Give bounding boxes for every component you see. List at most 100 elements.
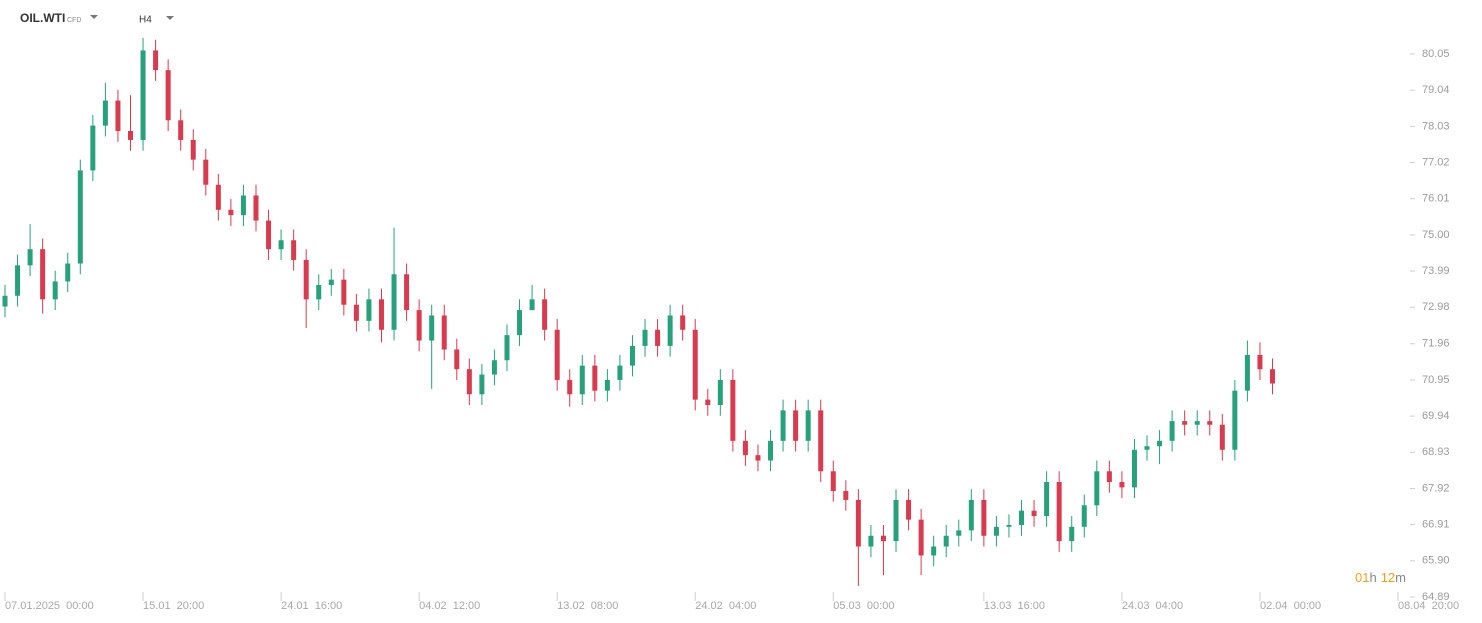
candle-body xyxy=(805,410,811,441)
y-tick-label: 80.05 xyxy=(1422,48,1450,60)
candle-body xyxy=(1219,424,1225,450)
candle-body xyxy=(190,139,196,160)
y-tick-label: 72.98 xyxy=(1422,301,1450,313)
candle-body xyxy=(153,50,159,71)
candle-body xyxy=(642,329,648,346)
candle-body xyxy=(115,100,121,132)
candle-body xyxy=(943,535,949,547)
candle-body xyxy=(868,535,874,547)
candle-body xyxy=(203,159,209,185)
x-tick-label: 24.03 04:00 xyxy=(1122,600,1183,612)
y-tick-label: 65.90 xyxy=(1422,555,1450,567)
candle-body xyxy=(818,410,824,472)
candle-body xyxy=(742,440,748,456)
y-tick-label: 69.94 xyxy=(1422,410,1450,422)
candle-body xyxy=(1019,510,1025,526)
candle-body xyxy=(667,315,673,346)
candle-body xyxy=(504,335,510,361)
candle-body xyxy=(1031,510,1037,517)
y-tick-label: 73.99 xyxy=(1422,265,1450,277)
candle-body xyxy=(918,519,924,556)
candle-body xyxy=(780,410,786,441)
candle-body xyxy=(303,259,309,300)
candle-body xyxy=(328,279,334,286)
candle-body xyxy=(1157,440,1163,447)
timeframe[interactable]: H4 xyxy=(139,15,152,26)
y-tick-label: 66.91 xyxy=(1422,519,1450,531)
candle-body xyxy=(266,220,272,250)
candle-body xyxy=(178,120,184,140)
x-tick-label: 24.01 16:00 xyxy=(281,600,342,612)
countdown-hours-unit: h xyxy=(1369,570,1376,585)
x-tick-label: 08.04 20:00 xyxy=(1398,600,1459,612)
candle-body xyxy=(768,440,774,461)
candle-body xyxy=(968,499,974,531)
y-tick-label: 70.95 xyxy=(1422,374,1450,386)
candle-body xyxy=(629,345,635,366)
candle-body xyxy=(291,240,297,260)
candle-body xyxy=(981,499,987,536)
candle-body xyxy=(215,184,221,210)
x-tick-label: 13.03 16:00 xyxy=(984,600,1045,612)
candle-body xyxy=(466,369,472,395)
symbol-type: CFD xyxy=(67,17,81,24)
y-tick-label: 64.89 xyxy=(1422,591,1450,603)
candle-body xyxy=(692,329,698,400)
y-tick-label: 77.02 xyxy=(1422,156,1450,168)
y-tick-label: 79.04 xyxy=(1422,84,1450,96)
candle-body xyxy=(77,170,83,264)
candle-body xyxy=(542,299,548,330)
countdown: 01h 12m xyxy=(1355,570,1406,585)
candle-body xyxy=(705,399,711,406)
symbol[interactable]: OIL.WTI xyxy=(20,11,65,25)
candle-body xyxy=(1257,354,1263,370)
candle-body xyxy=(1106,471,1112,483)
candle-body xyxy=(880,535,886,542)
candle-body xyxy=(1069,526,1075,542)
candle-body xyxy=(40,249,46,300)
y-tick-label: 75.00 xyxy=(1422,229,1450,241)
x-tick-label: 13.02 08:00 xyxy=(557,600,618,612)
candle-body xyxy=(165,70,171,121)
candle-body xyxy=(655,329,661,346)
candle-body xyxy=(931,546,937,556)
symbol-dropdown[interactable] xyxy=(90,15,98,19)
candle-body xyxy=(341,279,347,305)
candle-body xyxy=(1182,421,1188,425)
candle-body xyxy=(1056,482,1062,542)
x-tick-label: 05.03 00:00 xyxy=(833,600,894,612)
candle-body xyxy=(893,499,899,542)
countdown-minutes: 12 xyxy=(1381,570,1395,585)
candle-body xyxy=(1207,421,1213,425)
candle-body xyxy=(127,131,133,140)
candle-body xyxy=(755,455,761,461)
candle-body xyxy=(253,195,259,221)
candle-body xyxy=(2,295,8,307)
candle-body xyxy=(65,263,71,282)
candle-body xyxy=(240,195,246,216)
candle-body xyxy=(680,315,686,330)
candle-body xyxy=(579,365,585,395)
candle-body xyxy=(906,499,912,520)
countdown-minutes-unit: m xyxy=(1395,570,1406,585)
candle-body xyxy=(855,499,861,547)
x-tick-label: 15.01 20:00 xyxy=(143,600,204,612)
candle-body xyxy=(441,315,447,350)
candle-body xyxy=(416,310,422,341)
candle-body xyxy=(717,379,723,406)
candle-body xyxy=(491,360,497,375)
x-tick-label: 04.02 12:00 xyxy=(419,600,480,612)
y-tick-label: 76.01 xyxy=(1422,193,1450,205)
countdown-hours: 01 xyxy=(1355,570,1369,585)
x-tick-label: 02.04 00:00 xyxy=(1260,600,1321,612)
candle-body xyxy=(1169,421,1175,441)
candle-body xyxy=(15,265,21,296)
candle-body xyxy=(617,365,623,380)
candle-body xyxy=(454,349,460,370)
candle-body xyxy=(529,299,535,311)
candle-body xyxy=(429,315,435,341)
candle-body xyxy=(1244,354,1250,391)
candle-body xyxy=(90,125,96,171)
timeframe-dropdown[interactable] xyxy=(166,16,174,20)
